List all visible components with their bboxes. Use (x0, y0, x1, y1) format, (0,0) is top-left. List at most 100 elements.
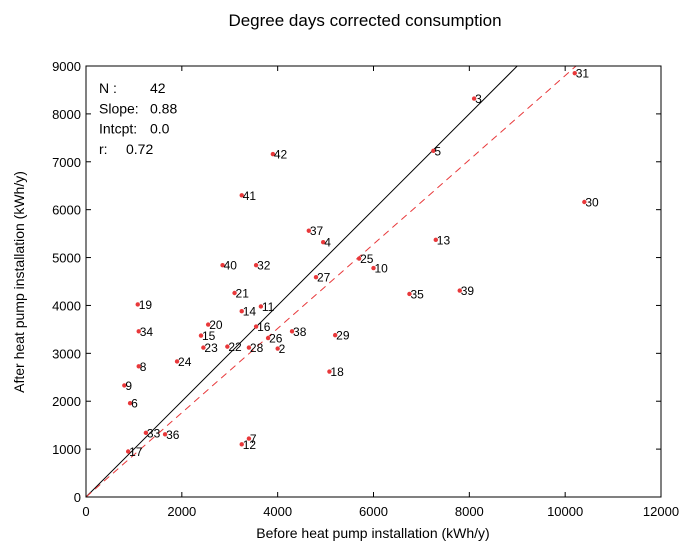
data-point (407, 291, 412, 297)
point-label: 10 (375, 262, 389, 276)
stat-label: Intcpt: (99, 121, 137, 137)
data-point (162, 432, 168, 437)
plot-content: 2345678910111213141516171819202122232425… (86, 66, 599, 497)
data-point (232, 290, 237, 296)
reference-lines (86, 66, 577, 497)
point-label: 40 (224, 259, 238, 273)
point-label: 34 (140, 325, 154, 339)
stats-box: N : 42 Slope: 0.88 Intcpt: 0.0 r: 0.72 (99, 80, 177, 157)
y-tick-label: 0 (74, 490, 81, 505)
point-label: 11 (262, 300, 275, 314)
point-label: 30 (585, 196, 599, 210)
data-point (320, 240, 326, 245)
y-tick-label: 6000 (52, 203, 81, 218)
y-tick-label: 3000 (52, 346, 81, 361)
data-point (313, 274, 319, 280)
x-tick-label: 8000 (455, 504, 484, 519)
point-label: 41 (243, 189, 257, 203)
data-point (122, 383, 127, 388)
data-point (327, 369, 332, 374)
data-point (275, 346, 280, 351)
point-label: 23 (204, 341, 218, 355)
data-point (356, 256, 362, 261)
x-tick-label: 4000 (263, 504, 292, 519)
data-point (239, 308, 244, 314)
x-tick-label: 6000 (359, 504, 388, 519)
data-point (239, 442, 244, 447)
data-point (289, 329, 295, 334)
stat-label: N : (99, 80, 117, 96)
chart-title: Degree days corrected consumption (228, 11, 501, 30)
point-label: 18 (330, 365, 344, 379)
y-tick-label: 1000 (52, 442, 81, 457)
data-point (136, 329, 141, 334)
point-label: 24 (178, 355, 192, 369)
data-point (239, 193, 244, 198)
point-label: 9 (125, 379, 132, 393)
point-label: 27 (317, 271, 331, 285)
regression-line (86, 66, 577, 497)
y-axis-label: After heat pump installation (kWh/y) (11, 171, 27, 393)
point-label: 8 (140, 360, 147, 374)
axis-ticks: 0 2000 4000 6000 8000 10000 12000 0 1000 2000 3000… (52, 59, 679, 519)
point-label: 31 (576, 67, 590, 81)
data-point (135, 302, 140, 307)
point-label: 13 (437, 233, 451, 247)
data-point (572, 70, 577, 76)
point-label: 28 (250, 341, 264, 355)
point-label: 20 (209, 318, 223, 332)
point-label: 25 (360, 252, 374, 266)
point-label: 36 (166, 428, 180, 442)
data-point (431, 148, 436, 153)
x-tick-label: 2000 (167, 504, 196, 519)
point-label: 3 (475, 92, 482, 106)
point-label: 35 (410, 287, 424, 301)
data-point (265, 335, 271, 341)
point-label: 12 (243, 438, 257, 452)
data-point (253, 263, 259, 268)
data-point (258, 304, 264, 309)
point-label: 21 (236, 286, 250, 300)
point-label: 14 (243, 305, 257, 319)
data-point (246, 345, 252, 350)
point-label: 39 (461, 284, 475, 298)
identity-line (86, 66, 518, 497)
y-tick-label: 5000 (52, 251, 81, 266)
data-point (125, 449, 131, 454)
data-point (371, 265, 376, 271)
point-label: 22 (228, 340, 242, 354)
data-point (471, 96, 477, 101)
point-label: 4 (324, 236, 331, 250)
y-tick-label: 9000 (52, 59, 81, 74)
point-label: 38 (293, 325, 307, 339)
data-point (136, 364, 141, 369)
stat-value: 0.72 (126, 141, 153, 157)
point-label: 26 (269, 332, 283, 346)
point-label: 29 (336, 329, 350, 343)
data-point (174, 359, 180, 364)
point-label: 19 (139, 298, 153, 312)
point-label: 17 (129, 445, 143, 459)
data-point (433, 237, 438, 243)
data-point (225, 344, 230, 349)
data-point (306, 228, 312, 233)
stat-value: 0.0 (150, 121, 170, 137)
point-label: 7 (250, 432, 257, 446)
y-tick-label: 2000 (52, 394, 81, 409)
point-label: 37 (310, 224, 324, 238)
data-point (457, 288, 462, 293)
data-point (201, 345, 206, 350)
point-label: 2 (279, 342, 286, 356)
data-point (246, 436, 252, 441)
data-point (220, 263, 225, 268)
x-tick-label: 10000 (547, 504, 583, 519)
data-point (332, 332, 338, 338)
point-label: 15 (202, 329, 216, 343)
data-point (205, 322, 211, 327)
data-point (198, 333, 204, 338)
point-label: 16 (257, 320, 271, 334)
stat-value: 0.88 (150, 100, 177, 116)
y-tick-label: 4000 (52, 298, 81, 313)
point-label: 33 (147, 426, 161, 440)
